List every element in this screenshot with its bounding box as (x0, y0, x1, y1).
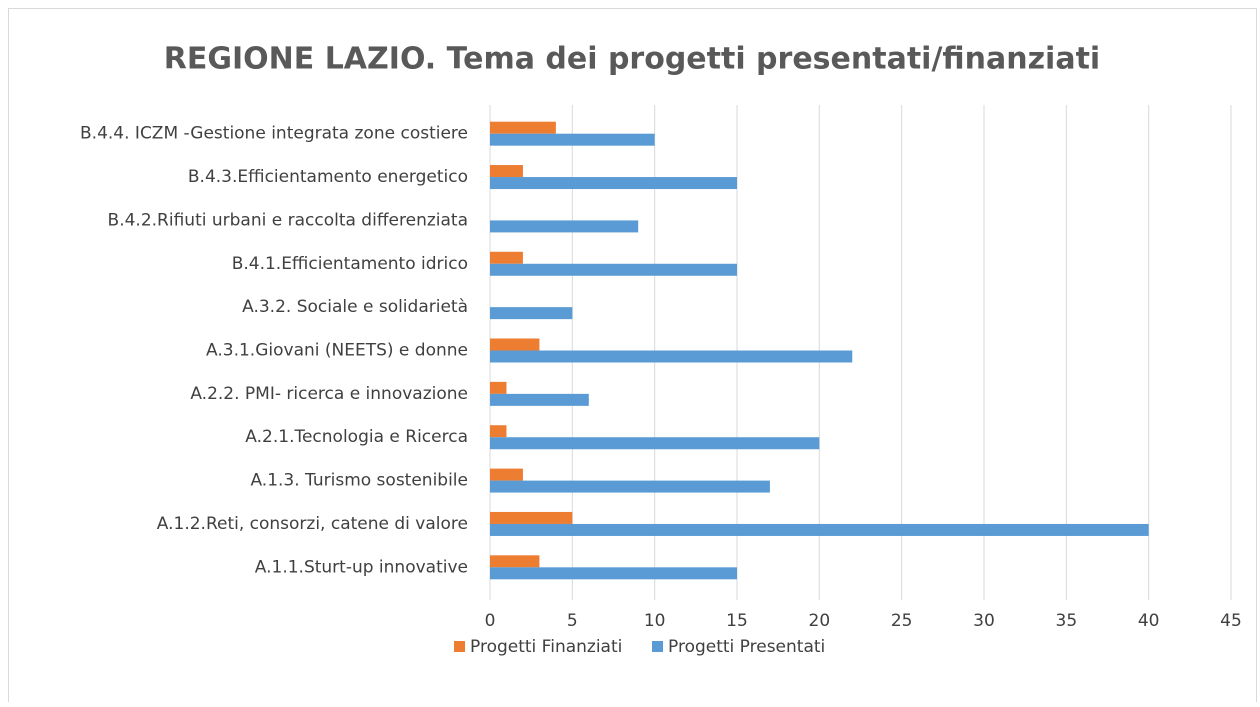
y-tick-label: B.4.4. ICZM -Gestione integrata zone cos… (80, 124, 468, 144)
bar (490, 437, 820, 450)
x-tick-label: 35 (1056, 611, 1078, 631)
bar (490, 307, 573, 320)
x-tick-label: 40 (1138, 611, 1160, 631)
bar (490, 251, 523, 264)
x-tick-label: 20 (809, 611, 831, 631)
x-tick-label: 45 (1220, 611, 1242, 631)
bar (490, 133, 655, 146)
bar (490, 523, 1149, 536)
bar (490, 338, 540, 351)
bar (490, 480, 770, 493)
bar (490, 425, 507, 438)
legend-label: Progetti Finanziati (470, 637, 622, 657)
legend-swatch (454, 641, 465, 652)
bar (490, 555, 540, 568)
x-tick-label: 30 (973, 611, 995, 631)
legend-label: Progetti Presentati (668, 637, 825, 657)
bar (490, 393, 589, 406)
bar (490, 468, 523, 481)
bar (490, 511, 573, 524)
x-tick-label: 0 (485, 611, 496, 631)
y-tick-label: A.3.2. Sociale e solidarietà (242, 297, 468, 317)
bar (490, 381, 507, 394)
x-tick-label: 5 (567, 611, 578, 631)
y-tick-label: A.1.3. Turismo sostenibile (250, 471, 468, 491)
x-tick-label: 15 (726, 611, 748, 631)
y-tick-label: B.4.2.Rifiuti urbani e raccolta differen… (108, 210, 468, 230)
bar (490, 567, 737, 580)
y-tick-label: A.2.1.Tecnologia e Ricerca (245, 427, 468, 447)
legend-swatch (652, 641, 663, 652)
bar (490, 350, 853, 363)
bar (490, 263, 737, 276)
y-tick-label: A.1.2.Reti, consorzi, catene di valore (157, 514, 468, 534)
chart-title: REGIONE LAZIO. Tema dei progetti present… (164, 42, 1100, 77)
bar (490, 121, 556, 134)
bar (490, 177, 737, 190)
x-tick-label: 10 (644, 611, 666, 631)
y-tick-label: A.2.2. PMI- ricerca e innovazione (190, 384, 468, 404)
y-tick-label: B.4.1.Efficientamento idrico (232, 254, 468, 274)
bar (490, 165, 523, 178)
y-tick-label: A.1.1.Sturt-up innovative (255, 557, 468, 577)
x-tick-label: 25 (891, 611, 913, 631)
y-tick-label: B.4.3.Efficientamento energetico (188, 167, 468, 187)
bar (490, 220, 639, 233)
y-tick-label: A.3.1.Giovani (NEETS) e donne (206, 341, 468, 361)
